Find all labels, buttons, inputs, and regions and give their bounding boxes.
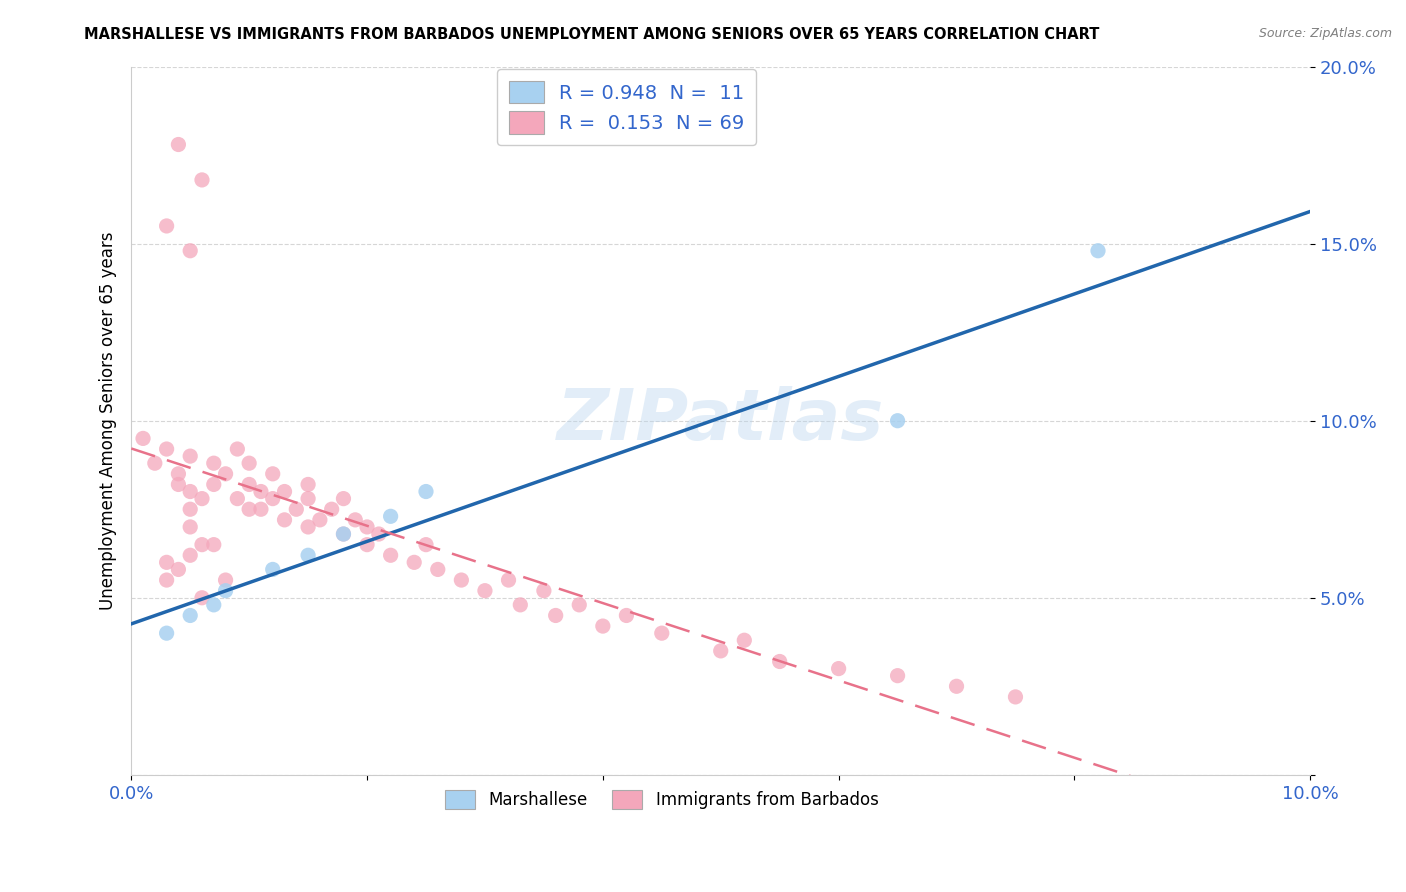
Text: Source: ZipAtlas.com: Source: ZipAtlas.com [1258, 27, 1392, 40]
Point [167, 467, 190, 481]
Point [769, 655, 792, 669]
Point [344, 513, 367, 527]
Point [533, 583, 555, 598]
Point [356, 538, 378, 552]
Point [214, 583, 236, 598]
Point [297, 477, 319, 491]
Point [191, 591, 214, 605]
Point [651, 626, 673, 640]
Point [321, 502, 343, 516]
Point [156, 573, 179, 587]
Point [592, 619, 614, 633]
Point [132, 431, 155, 445]
Point [1004, 690, 1026, 704]
Point [886, 668, 908, 682]
Point [179, 484, 201, 499]
Point [509, 598, 531, 612]
Point [179, 608, 201, 623]
Y-axis label: Unemployment Among Seniors over 65 years: Unemployment Among Seniors over 65 years [100, 231, 117, 610]
Point [191, 173, 214, 187]
Point [945, 679, 967, 693]
Point [273, 513, 295, 527]
Point [733, 633, 755, 648]
Point [156, 626, 179, 640]
Text: ZIPatlas: ZIPatlas [557, 386, 884, 455]
Point [179, 520, 201, 534]
Point [262, 562, 284, 576]
Legend: Marshallese, Immigrants from Barbados: Marshallese, Immigrants from Barbados [439, 783, 886, 816]
Point [380, 548, 402, 562]
Point [202, 598, 225, 612]
Point [332, 527, 354, 541]
Point [156, 219, 179, 233]
Point [167, 477, 190, 491]
Text: MARSHALLESE VS IMMIGRANTS FROM BARBADOS UNEMPLOYMENT AMONG SENIORS OVER 65 YEARS: MARSHALLESE VS IMMIGRANTS FROM BARBADOS … [84, 27, 1099, 42]
Point [167, 137, 190, 152]
Point [238, 502, 260, 516]
Point [332, 527, 354, 541]
Point [238, 456, 260, 470]
Point [309, 513, 332, 527]
Point [167, 562, 190, 576]
Point [226, 491, 249, 506]
Point [886, 414, 908, 428]
Point [238, 477, 260, 491]
Point [568, 598, 591, 612]
Point [202, 538, 225, 552]
Point [262, 467, 284, 481]
Point [156, 555, 179, 569]
Point [202, 456, 225, 470]
Point [1087, 244, 1109, 258]
Point [226, 442, 249, 456]
Point [156, 442, 179, 456]
Point [179, 244, 201, 258]
Point [450, 573, 472, 587]
Point [710, 644, 733, 658]
Point [250, 484, 273, 499]
Point [179, 548, 201, 562]
Point [191, 538, 214, 552]
Point [827, 662, 849, 676]
Point [616, 608, 638, 623]
Point [214, 467, 236, 481]
Point [179, 449, 201, 463]
Point [404, 555, 426, 569]
Point [415, 538, 437, 552]
Point [415, 484, 437, 499]
Point [426, 562, 449, 576]
Point [367, 527, 389, 541]
Point [285, 502, 308, 516]
Point [474, 583, 496, 598]
Point [143, 456, 166, 470]
Point [297, 491, 319, 506]
Point [498, 573, 520, 587]
Point [250, 502, 273, 516]
Point [191, 491, 214, 506]
Point [297, 548, 319, 562]
Point [356, 520, 378, 534]
Point [544, 608, 567, 623]
Point [380, 509, 402, 524]
Point [262, 491, 284, 506]
Point [179, 502, 201, 516]
Point [273, 484, 295, 499]
Point [332, 491, 354, 506]
Point [214, 573, 236, 587]
Point [297, 520, 319, 534]
Point [202, 477, 225, 491]
